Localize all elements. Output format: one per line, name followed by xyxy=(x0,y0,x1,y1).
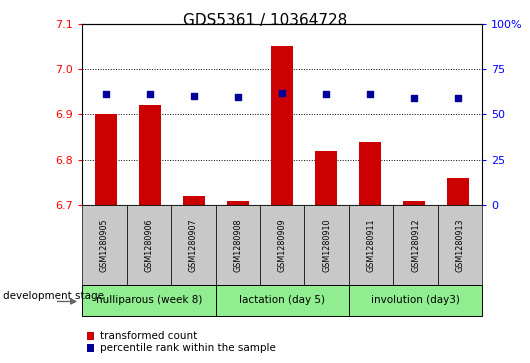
Text: GSM1280905: GSM1280905 xyxy=(100,218,109,272)
Point xyxy=(454,95,462,101)
Text: development stage: development stage xyxy=(3,291,104,301)
Text: nulliparous (week 8): nulliparous (week 8) xyxy=(95,295,202,305)
Text: lactation (day 5): lactation (day 5) xyxy=(239,295,325,305)
Text: GSM1280913: GSM1280913 xyxy=(456,218,465,272)
Point xyxy=(410,95,418,101)
Point xyxy=(190,93,199,99)
Bar xyxy=(227,200,249,205)
Bar xyxy=(183,196,205,205)
Bar xyxy=(315,151,337,205)
Point xyxy=(322,91,330,97)
Text: GDS5361 / 10364728: GDS5361 / 10364728 xyxy=(183,13,347,28)
Bar xyxy=(403,200,425,205)
Text: GSM1280906: GSM1280906 xyxy=(144,218,153,272)
Point xyxy=(366,91,374,97)
Point xyxy=(102,91,111,97)
Bar xyxy=(139,105,161,205)
Text: GSM1280912: GSM1280912 xyxy=(411,218,420,272)
Text: percentile rank within the sample: percentile rank within the sample xyxy=(100,343,276,354)
Text: transformed count: transformed count xyxy=(100,331,197,341)
Bar xyxy=(447,178,469,205)
Text: GSM1280908: GSM1280908 xyxy=(233,218,242,272)
Point xyxy=(234,94,243,100)
Bar xyxy=(359,142,381,205)
Text: GSM1280909: GSM1280909 xyxy=(278,218,287,272)
Text: involution (day3): involution (day3) xyxy=(371,295,460,305)
Text: GSM1280910: GSM1280910 xyxy=(322,218,331,272)
Bar xyxy=(95,114,117,205)
Text: GSM1280907: GSM1280907 xyxy=(189,218,198,272)
Bar xyxy=(271,46,293,205)
Point xyxy=(278,90,286,95)
Point xyxy=(146,91,155,97)
Text: GSM1280911: GSM1280911 xyxy=(367,218,376,272)
